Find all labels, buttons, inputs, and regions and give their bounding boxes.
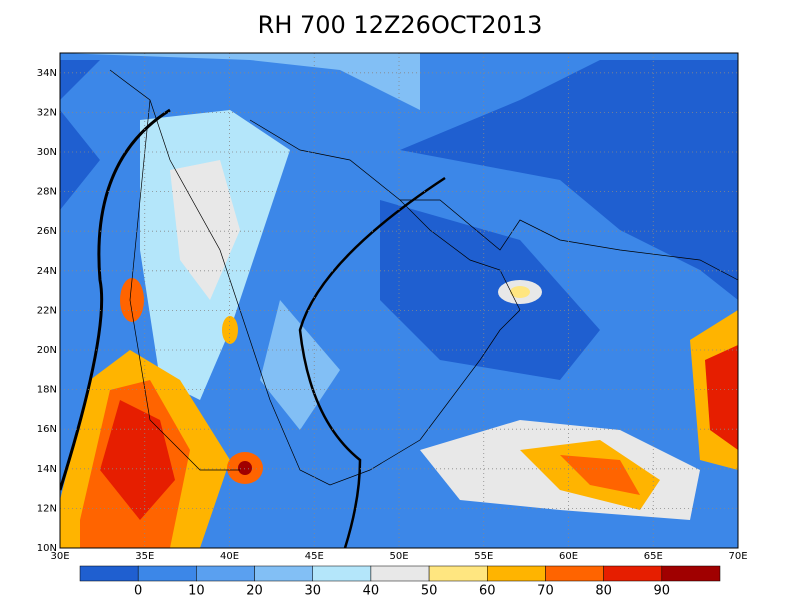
- lat-label: 34N: [37, 68, 57, 79]
- colorbar-swatch: [370, 565, 430, 582]
- colorbar-label: 50: [421, 584, 438, 599]
- colorbar-label: 10: [188, 584, 205, 599]
- rh-field: [60, 53, 738, 548]
- colorbar-swatch: [428, 565, 488, 582]
- field-patch: [705, 345, 738, 450]
- colorbar-label: 0: [134, 584, 142, 599]
- lat-label: 30N: [37, 147, 57, 158]
- lat-label: 18N: [37, 385, 57, 396]
- field-patch: [380, 200, 600, 380]
- lat-label: 16N: [37, 424, 57, 435]
- colorbar-swatch: [312, 565, 372, 582]
- lon-label: 30E: [50, 551, 69, 562]
- colorbar-label: 80: [595, 584, 612, 599]
- colorbar-label: 70: [537, 584, 554, 599]
- colorbar-swatch: [661, 565, 721, 582]
- lon-label: 60E: [559, 551, 578, 562]
- colorbar-swatch: [137, 565, 197, 582]
- field-patch: [100, 400, 175, 520]
- colorbar-swatch: [254, 565, 313, 582]
- colorbar-swatch: [79, 565, 139, 582]
- lon-label: 65E: [644, 551, 663, 562]
- axis-labels: 10N 12N 14N 16N 18N 20N 22N 24N 26N 28N 30N 32N 34N 3…: [37, 68, 748, 562]
- lat-label: 24N: [37, 266, 57, 277]
- colorbar-label: 90: [654, 584, 671, 599]
- field-patch: [260, 300, 340, 430]
- lat-label: 28N: [37, 187, 57, 198]
- colorbar-swatch: [196, 565, 255, 582]
- lat-label: 12N: [37, 503, 57, 514]
- field-patch: [238, 461, 252, 475]
- lat-label: 22N: [37, 305, 57, 316]
- field-patch: [120, 278, 144, 322]
- field-patch: [222, 316, 238, 344]
- field-patch: [400, 60, 738, 300]
- coastlines: [109, 69, 738, 486]
- field-patch: [60, 110, 100, 210]
- graticule: [60, 53, 738, 548]
- lon-label: 45E: [305, 551, 324, 562]
- colorbar-label: 60: [479, 584, 496, 599]
- lon-label: 35E: [135, 551, 154, 562]
- field-patch: [60, 60, 100, 100]
- colorbar-label: 20: [246, 584, 263, 599]
- map-frame: [59, 52, 739, 549]
- field-patch: [170, 160, 240, 300]
- lat-label: 10N: [37, 543, 57, 554]
- lon-label: 70E: [728, 551, 747, 562]
- colorbar-label: 40: [363, 584, 380, 599]
- field-patch: [60, 53, 420, 110]
- field-patch: [560, 455, 640, 495]
- trajectories: [60, 108, 446, 548]
- lon-label: 40E: [220, 551, 239, 562]
- colorbar-swatch: [545, 565, 604, 582]
- colorbar-swatch: [603, 565, 663, 582]
- lat-label: 26N: [37, 226, 57, 237]
- lon-label: 55E: [474, 551, 493, 562]
- lat-label: 32N: [37, 107, 57, 118]
- field-patch: [510, 286, 530, 298]
- colorbar: 0 10 20 30 40 50 60 70 80 90: [79, 565, 721, 599]
- map-title: RH 700 12Z26OCT2013: [258, 11, 543, 39]
- lon-label: 50E: [389, 551, 408, 562]
- colorbar-swatch: [487, 565, 546, 582]
- lat-label: 14N: [37, 464, 57, 475]
- colorbar-label: 30: [304, 584, 321, 599]
- lat-label: 20N: [37, 345, 57, 356]
